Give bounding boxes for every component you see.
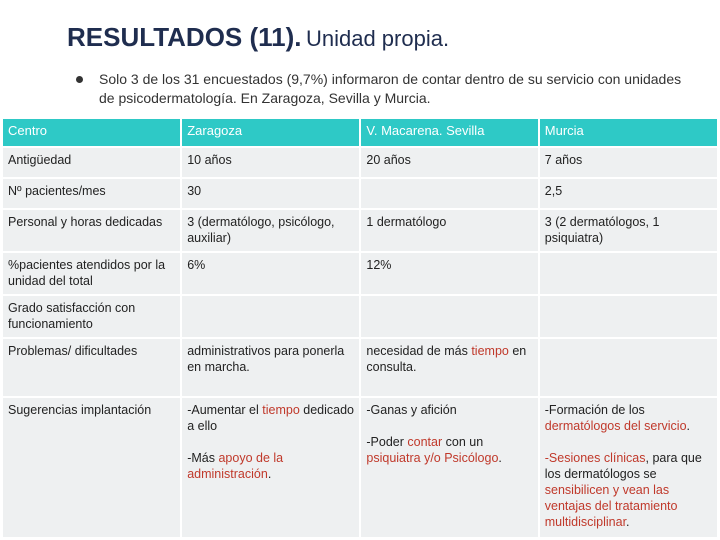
page-title: RESULTADOS (11). Unidad propia. [67, 22, 449, 53]
text-segment: -Poder [366, 435, 408, 449]
highlight-text: psiquiatra y/o Psicólogo [366, 451, 499, 465]
row-label-problemas: Problemas/ dificultades [3, 339, 181, 396]
row-label-personal: Personal y horas dedicadas [3, 210, 181, 251]
text-segment: . [686, 419, 691, 433]
cell-porcentaje-zaragoza: 6% [182, 253, 360, 294]
row-label-antiguedad: Antigüedad [3, 148, 181, 177]
text-segment: -Formación de los [544, 403, 645, 417]
header-cell-zaragoza: Zaragoza [182, 119, 360, 146]
text-segment: -Aumentar el [187, 403, 263, 417]
text-segment: . [498, 451, 502, 465]
cell-pacientes-zaragoza: 30 [182, 179, 360, 208]
cell-pacientes-sevilla [361, 179, 538, 208]
cell-sugerencias-zaragoza: -Aumentar el tiempo dedicado a ello -Más … [182, 398, 360, 537]
cell-problemas-zaragoza: administrativos para ponerla en marcha. [182, 339, 360, 396]
highlight-text: tiempo [262, 403, 300, 417]
row-label-sugerencias: Sugerencias implantación [3, 398, 181, 537]
cell-personal-murcia: 3 (2 dermatólogos, 1 psiquiatra) [539, 210, 717, 251]
text-segment: -Ganas y afición [366, 403, 457, 417]
header-cell-murcia: Murcia [539, 119, 717, 146]
title-main: RESULTADOS (11). [67, 22, 302, 52]
highlight-text: apoyo de la administración [187, 451, 284, 481]
cell-sugerencias-sevilla: -Ganas y afición -Poder contar con un psi… [361, 398, 538, 537]
text-segment: necesidad de más [366, 344, 472, 358]
row-label-satisfaccion: Grado satisfacción con funcionamiento [3, 296, 181, 337]
cell-antiguedad-zaragoza: 10 años [182, 148, 360, 177]
bullet-dot-icon [76, 76, 83, 83]
table-row: Personal y horas dedicadas 3 (dermatólog… [3, 210, 717, 251]
paragraph-gap [187, 434, 354, 450]
cell-satisfaccion-zaragoza [182, 296, 360, 337]
text-segment: . [626, 515, 630, 529]
bullet-text: Solo 3 de los 31 encuestados (9,7%) info… [99, 71, 682, 106]
table-row: %pacientes atendidos por la unidad del t… [3, 253, 717, 294]
table-row: Problemas/ dificultades administrativos … [3, 339, 717, 396]
cell-satisfaccion-sevilla [361, 296, 538, 337]
cell-personal-zaragoza: 3 (dermatólogo, psicólogo, auxiliar) [182, 210, 360, 251]
cell-problemas-sevilla: necesidad de más tiempo en consulta. [361, 339, 538, 396]
cell-antiguedad-murcia: 7 años [539, 148, 717, 177]
cell-sugerencias-murcia: -Formación de los dermatólogos del servi… [539, 398, 717, 537]
cell-satisfaccion-murcia [539, 296, 717, 337]
header-cell-centro: Centro [3, 119, 181, 146]
text-segment: con un [442, 435, 484, 449]
highlight-text: contar [407, 435, 443, 449]
highlight-text: dermatólogos [544, 419, 621, 433]
text-segment: en consulta. [366, 344, 527, 374]
table-row: Grado satisfacción con funcionamiento [3, 296, 717, 337]
text-segment: . [267, 467, 272, 481]
cell-pacientes-murcia: 2,5 [539, 179, 717, 208]
text-segment: , para que los dermatólogos se [544, 451, 702, 481]
header-cell-sevilla: V. Macarena. Sevilla [361, 119, 538, 146]
text-segment: -Más [187, 451, 219, 465]
table-row: Antigüedad 10 años 20 años 7 años [3, 148, 717, 177]
text-segment: dedicado a ello [187, 403, 354, 433]
bullet-item: Solo 3 de los 31 encuestados (9,7%) info… [76, 70, 696, 108]
cell-porcentaje-murcia [539, 253, 717, 294]
highlight-text: -Sesiones clínicas [544, 451, 646, 465]
results-table: Centro Zaragoza V. Macarena. Sevilla Mur… [1, 117, 719, 539]
table-header-row: Centro Zaragoza V. Macarena. Sevilla Mur… [3, 119, 717, 146]
paragraph-gap [366, 418, 532, 434]
highlight-text: sensibilicen y vean las ventajas del tra… [544, 483, 678, 529]
table-row: Sugerencias implantación -Aumentar el ti… [3, 398, 717, 537]
highlight-text: del servicio [624, 419, 687, 433]
row-label-pacientes: Nº pacientes/mes [3, 179, 181, 208]
cell-porcentaje-sevilla: 12% [361, 253, 538, 294]
cell-antiguedad-sevilla: 20 años [361, 148, 538, 177]
cell-personal-sevilla: 1 dermatólogo [361, 210, 538, 251]
paragraph-gap [545, 434, 712, 450]
row-label-porcentaje: %pacientes atendidos por la unidad del t… [3, 253, 181, 294]
cell-problemas-murcia [539, 339, 717, 396]
table-row: Nº pacientes/mes 30 2,5 [3, 179, 717, 208]
highlight-text: tiempo [471, 344, 509, 358]
title-sub: Unidad propia. [305, 26, 450, 51]
